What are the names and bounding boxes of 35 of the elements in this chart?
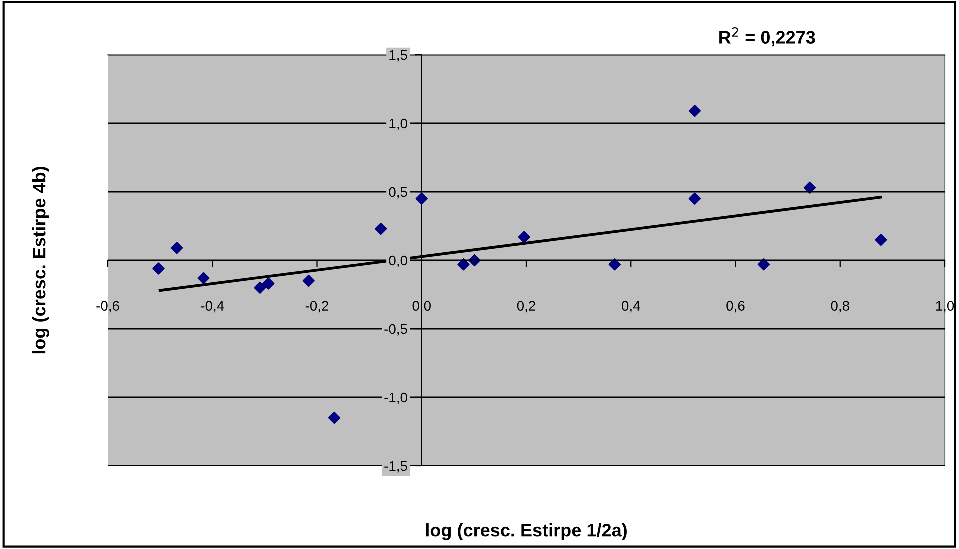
point bbox=[468, 254, 481, 267]
x-tick-label: -0,4 bbox=[201, 301, 224, 313]
point bbox=[875, 234, 888, 246]
x-tick-label: 0,6 bbox=[726, 301, 745, 313]
y-tick-label: -1,5 bbox=[384, 461, 408, 473]
point bbox=[198, 272, 210, 284]
y-tick-label: 1,5 bbox=[390, 50, 408, 62]
x-axis-title: log (cresc. Estirpe 1/2a) bbox=[426, 524, 627, 540]
y-tick-label: 0,5 bbox=[389, 187, 408, 199]
y-tick-label: 1,0 bbox=[390, 118, 408, 130]
text: R$^{2}$ = 0,2273 bbox=[720, 27, 816, 47]
point bbox=[458, 258, 470, 271]
point bbox=[170, 242, 184, 254]
point bbox=[302, 274, 315, 288]
point bbox=[758, 258, 770, 271]
point bbox=[518, 231, 530, 244]
point bbox=[804, 182, 816, 194]
y-axis-title: log (cresc. Estirpe 4b) bbox=[32, 167, 50, 354]
x-tick-label: 0,2 bbox=[517, 301, 536, 313]
y-tick-label: 0,0 bbox=[389, 256, 408, 268]
y-tick-label: -0,5 bbox=[384, 324, 408, 336]
point bbox=[416, 192, 428, 205]
point bbox=[688, 105, 702, 118]
point bbox=[688, 192, 702, 205]
x-tick-label: -0,6 bbox=[96, 301, 120, 313]
point bbox=[608, 258, 621, 271]
x-tick-label: 0,8 bbox=[831, 301, 850, 313]
point bbox=[254, 282, 266, 294]
point bbox=[262, 278, 275, 290]
point bbox=[374, 222, 388, 236]
y-tick-label: -1,0 bbox=[384, 392, 408, 404]
x-tick-label: 0,4 bbox=[622, 301, 640, 313]
point bbox=[328, 412, 341, 424]
x-tick-label: -0,2 bbox=[306, 301, 329, 313]
point bbox=[152, 262, 165, 275]
